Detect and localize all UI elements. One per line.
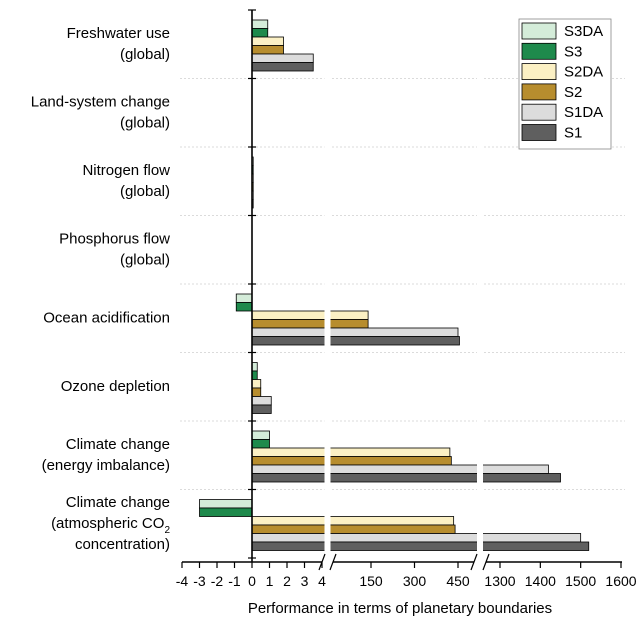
bar-s3da-7 xyxy=(199,499,253,509)
bar-s1da-7 xyxy=(251,533,582,543)
x-tick-label: 4 xyxy=(318,573,326,589)
x-tick-label: 1500 xyxy=(565,573,596,589)
category-label-3: Phosphorus flow (global) xyxy=(59,230,170,268)
legend-label-s3: S3 xyxy=(564,43,582,60)
legend-label-s1: S1 xyxy=(564,125,582,142)
x-axis-title: Performance in terms of planetary bounda… xyxy=(248,600,552,617)
bar-s1da-6 xyxy=(251,464,549,474)
bar-s1-0 xyxy=(251,62,314,72)
x-tick-label: 300 xyxy=(403,573,427,589)
category-label-4: Ocean acidification xyxy=(43,309,170,326)
bar-s1da-0 xyxy=(251,53,314,63)
x-tick-label: 0 xyxy=(248,573,256,589)
axis-break-gap-2 xyxy=(477,10,483,560)
x-tick-label: 150 xyxy=(359,573,383,589)
category-label-5: Ozone depletion xyxy=(61,378,170,395)
bar-s1-5 xyxy=(251,404,272,414)
x-tick-label: 3 xyxy=(301,573,309,589)
bar-s1da-5 xyxy=(251,396,272,406)
bar-s2da-7 xyxy=(251,516,455,526)
axis-break-mark xyxy=(470,553,478,571)
x-tick-label: 1400 xyxy=(525,573,556,589)
bar-s1-4 xyxy=(251,336,460,346)
x-tick-label: -1 xyxy=(228,573,241,589)
category-label-6: Climate change (energy imbalance) xyxy=(42,436,170,474)
bar-s3-0 xyxy=(251,28,269,38)
legend-label-s2da: S2DA xyxy=(564,64,603,81)
x-tick-label: -4 xyxy=(176,573,189,589)
bar-s1-6 xyxy=(251,473,561,483)
x-tick-label: 1600 xyxy=(605,573,636,589)
bar-s2-6 xyxy=(251,456,452,466)
x-tick-label: 2 xyxy=(283,573,291,589)
bar-s1da-4 xyxy=(251,327,459,337)
legend-swatch-s2da xyxy=(521,63,557,80)
bar-s2da-4 xyxy=(251,310,369,320)
bar-s3-4 xyxy=(235,302,253,312)
x-tick-label: 450 xyxy=(446,573,470,589)
category-label-1: Land-system change (global) xyxy=(31,93,170,131)
legend-swatch-s2 xyxy=(521,83,557,101)
bar-s3da-4 xyxy=(235,293,253,303)
category-label-2: Nitrogen flow (global) xyxy=(82,162,170,200)
x-tick-label: -2 xyxy=(211,573,224,589)
legend-swatch-s3da xyxy=(521,22,557,40)
bar-s3da-0 xyxy=(251,19,269,29)
bar-s2da-0 xyxy=(251,36,284,46)
bar-s2-7 xyxy=(251,524,456,534)
bar-s2-4 xyxy=(251,319,369,329)
bar-s3-7 xyxy=(199,507,253,517)
bar-s3da-6 xyxy=(251,430,270,440)
legend-label-s3da: S3DA xyxy=(564,23,603,40)
bar-s2da-5 xyxy=(251,379,262,389)
legend-swatch-s1 xyxy=(521,124,557,141)
legend-label-s1da: S1DA xyxy=(564,104,603,121)
bar-s1-7 xyxy=(251,541,590,551)
x-tick-label: 1 xyxy=(266,573,274,589)
category-label-7: Climate change (atmospheric CO2 concentrat… xyxy=(51,494,170,553)
axis-break-mark xyxy=(329,553,337,571)
bar-s3-6 xyxy=(251,439,270,449)
x-tick-label: -3 xyxy=(193,573,206,589)
category-label-0: Freshwater use (global) xyxy=(67,25,170,63)
bar-s2-5 xyxy=(251,387,262,397)
bar-s2-0 xyxy=(251,45,284,55)
x-tick-label: 1300 xyxy=(484,573,515,589)
axis-break-gap-1 xyxy=(324,10,331,560)
legend-swatch-s3 xyxy=(521,42,557,60)
bar-s2da-6 xyxy=(251,447,451,457)
axis-break-mark xyxy=(482,553,490,571)
legend-label-s2: S2 xyxy=(564,84,582,101)
legend-swatch-s1da xyxy=(521,103,557,121)
